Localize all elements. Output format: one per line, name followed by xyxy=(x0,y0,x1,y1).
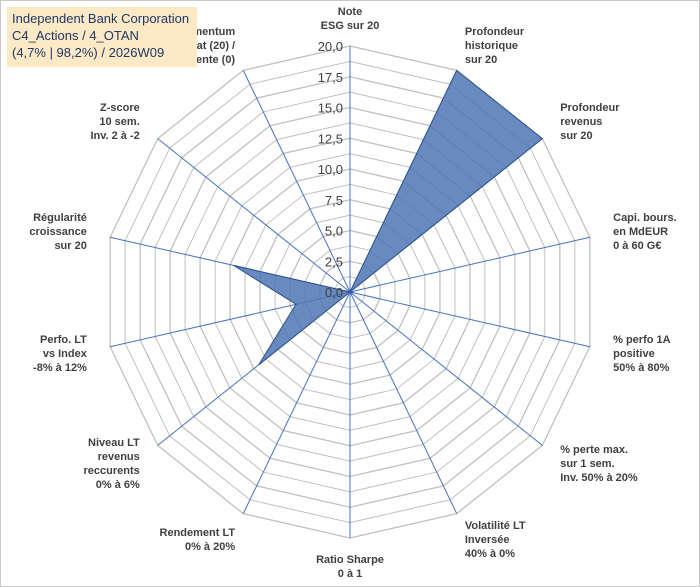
axis-label-10-line-1: vs Index xyxy=(43,348,88,360)
axis-label-7: Ratio Sharpe 0 à 1 xyxy=(316,554,384,580)
axis-label-10-line-0: Perfo. LT xyxy=(40,334,87,346)
axis-label-layer: Note ESG sur 20 Profondeur historique sur 20… xyxy=(29,6,676,580)
axis-label-4-line-0: % perfo 1A xyxy=(613,334,671,346)
axis-spoke-6 xyxy=(349,291,458,514)
axis-label-1: Profondeur historique sur 20 xyxy=(465,26,525,66)
axis-label-0-line-0: Note xyxy=(338,6,362,18)
axis-label-5-line-2: Inv. 50% à 20% xyxy=(560,472,638,484)
axis-label-13-line-2: Vente (0) xyxy=(189,54,235,66)
tick-label-3: 7,5 xyxy=(325,193,343,208)
axis-label-1-line-2: sur 20 xyxy=(465,54,497,66)
series-area xyxy=(233,69,544,366)
axis-label-8-line-0: Rendement LT xyxy=(160,527,236,539)
axis-label-4-line-2: 50% à 80% xyxy=(613,362,669,374)
axis-label-2-line-2: sur 20 xyxy=(560,130,592,142)
axis-label-9-line-2: reccurents xyxy=(84,465,140,477)
title-category: C4_Actions / 4_OTAN xyxy=(12,28,139,43)
axis-label-3-line-0: Capi. bours. xyxy=(613,212,677,224)
axis-label-7-line-0: Ratio Sharpe xyxy=(316,554,384,566)
axis-label-9: Niveau LT revenus reccurents 0% à 6% xyxy=(84,437,141,491)
axis-label-10: Perfo. LT vs Index -8% à 12% xyxy=(33,334,88,374)
axis-label-1-line-0: Profondeur xyxy=(465,26,525,38)
series-layer xyxy=(233,69,544,366)
axis-label-6: Volatilité LT Inversée 40% à 0% xyxy=(465,520,526,560)
axis-label-8-line-1: 0% à 20% xyxy=(185,541,235,553)
axis-label-9-line-0: Niveau LT xyxy=(88,437,140,449)
axis-label-2: Profondeur revenus sur 20 xyxy=(560,102,620,142)
axis-label-6-line-1: Inversée xyxy=(465,534,510,546)
axis-label-9-line-3: 0% à 6% xyxy=(96,479,140,491)
axis-label-0-line-1: ESG sur 20 xyxy=(321,20,380,32)
axis-label-0: Note ESG sur 20 xyxy=(321,6,380,32)
axis-label-1-line-1: historique xyxy=(465,40,518,52)
axis-label-12: Z-score 10 sem. Inv. 2 à -2 xyxy=(90,102,139,142)
axis-label-5: % perte max. sur 1 sem. Inv. 50% à 20% xyxy=(560,444,638,484)
axis-label-2-line-1: revenus xyxy=(560,116,602,128)
title-period: (4,7% | 98,2%) / 2026W09 xyxy=(12,45,165,60)
axis-label-3-line-2: 0 à 60 G€ xyxy=(613,240,661,252)
axis-label-10-line-2: -8% à 12% xyxy=(33,362,87,374)
tick-label-5: 12,5 xyxy=(318,131,343,146)
axis-label-11-line-0: Régularité xyxy=(33,212,87,224)
axis-label-11-line-1: croissance xyxy=(29,226,86,238)
tick-label-4: 10,0 xyxy=(318,162,343,177)
axis-label-3: Capi. bours. en MdEUR 0 à 60 G€ xyxy=(613,212,677,252)
axis-label-4: % perfo 1A positive 50% à 80% xyxy=(613,334,671,374)
axis-label-12-line-0: Z-score xyxy=(100,102,140,114)
tick-label-6: 15,0 xyxy=(318,101,343,116)
axis-label-3-line-1: en MdEUR xyxy=(613,226,668,238)
axis-label-5-line-0: % perte max. xyxy=(560,444,628,456)
axis-spoke-13 xyxy=(242,70,351,293)
axis-label-12-line-1: 10 sem. xyxy=(99,116,139,128)
axis-label-8: Rendement LT 0% à 20% xyxy=(160,527,236,553)
tick-label-8: 20,0 xyxy=(318,39,343,54)
tick-label-0: 0,0 xyxy=(325,285,343,300)
axis-spoke-5 xyxy=(349,291,543,446)
axis-label-6-line-2: 40% à 0% xyxy=(465,548,515,560)
axis-spoke-4 xyxy=(349,291,590,348)
axis-label-12-line-2: Inv. 2 à -2 xyxy=(90,130,139,142)
axis-label-7-line-1: 0 à 1 xyxy=(338,568,362,580)
axis-label-5-line-1: sur 1 sem. xyxy=(560,458,614,470)
tick-label-7: 17,5 xyxy=(318,70,343,85)
axis-label-11-line-2: sur 20 xyxy=(54,240,86,252)
tick-label-1: 2,5 xyxy=(325,254,343,269)
axis-spoke-3 xyxy=(349,236,590,293)
axis-spoke-8 xyxy=(242,291,351,514)
title-company: Independent Bank Corporation xyxy=(12,11,190,26)
chart-title-box: Independent Bank Corporation C4_Actions … xyxy=(7,7,197,67)
axis-label-11: Régularité croissance sur 20 xyxy=(29,212,86,252)
tick-layer: 0,0 2,5 5,0 7,5 10,0 12,5 15,0 17,5 20,0 xyxy=(318,39,343,300)
axis-label-4-line-1: positive xyxy=(613,348,655,360)
axis-label-6-line-0: Volatilité LT xyxy=(465,520,526,532)
axis-label-2-line-0: Profondeur xyxy=(560,102,620,114)
axis-spoke-12 xyxy=(157,138,351,293)
tick-label-2: 5,0 xyxy=(325,224,343,239)
axis-label-9-line-1: revenus xyxy=(98,451,140,463)
